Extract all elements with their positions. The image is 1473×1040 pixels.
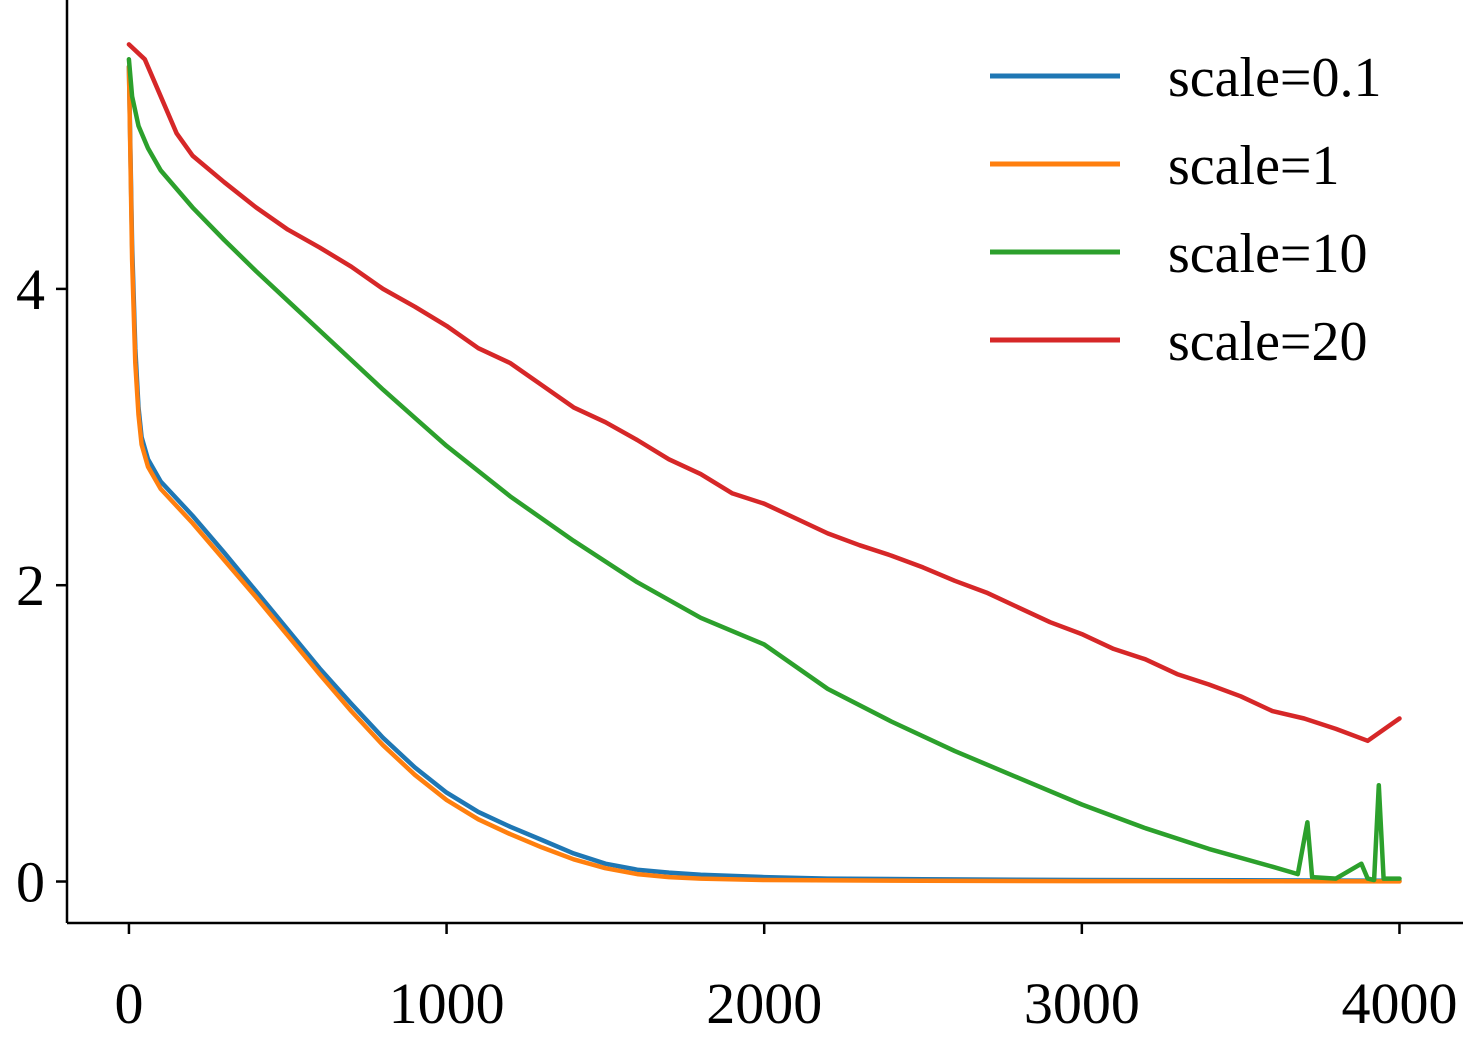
y-tick-label: 2 [16, 553, 45, 618]
legend: scale=0.1 scale=1 scale=10 scale=20 [990, 47, 1382, 373]
y-tick-label: 4 [16, 257, 45, 322]
x-tick-label: 2000 [706, 971, 822, 1036]
legend-label-3: scale=20 [1168, 311, 1368, 373]
x-tick-label: 4000 [1341, 971, 1457, 1036]
legend-label-1: scale=1 [1168, 135, 1340, 197]
ticks-layer: 0 1000 2000 3000 4000 0 2 4 [16, 257, 1457, 1036]
series-line-3 [126, 42, 1402, 744]
x-tick-label: 1000 [389, 971, 505, 1036]
legend-label-0: scale=0.1 [1168, 47, 1382, 109]
y-tick-label: 0 [16, 850, 45, 915]
series-line-1 [126, 64, 1402, 884]
x-tick-label: 3000 [1024, 971, 1140, 1036]
series-line-2 [126, 57, 1402, 883]
legend-label-2: scale=10 [1168, 223, 1368, 285]
x-tick-label: 0 [114, 971, 143, 1036]
series-layer [126, 42, 1402, 884]
